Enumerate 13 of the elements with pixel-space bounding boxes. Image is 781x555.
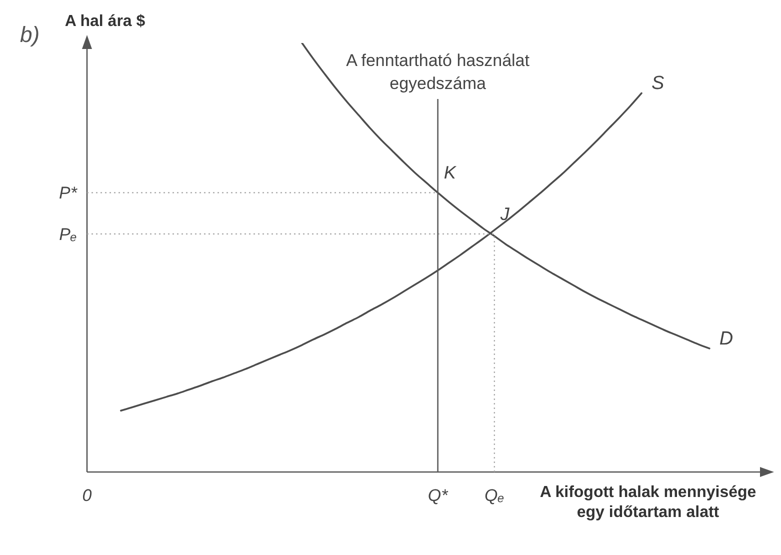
x-axis-title: A kifogott halak mennyisége egy időtartam alatt — [540, 484, 756, 521]
ref-line-label: Pₑ — [59, 224, 77, 244]
annotation: J — [499, 204, 510, 224]
series-label: D — [719, 328, 734, 350]
ref-line-label: P* — [59, 184, 78, 203]
series-label: S — [652, 73, 665, 94]
x-tick-label: Qₑ — [484, 486, 504, 505]
y-axis-title: A hal ára $ — [64, 13, 146, 30]
chart-title: b) — [20, 22, 40, 47]
x-tick-label: Q* — [428, 486, 450, 505]
x-tick-label: 0 — [82, 486, 92, 505]
annotation: K — [444, 162, 457, 183]
ref-line-label: A fenntartható használat egyedszáma — [346, 51, 530, 93]
